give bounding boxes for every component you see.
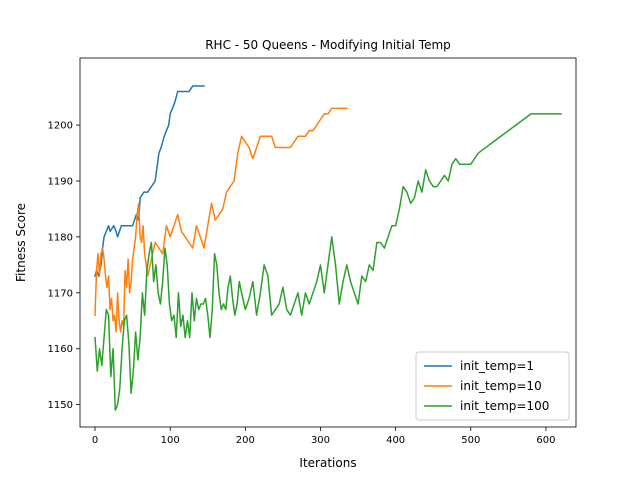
legend-label: init_temp=100 [460, 399, 549, 413]
y-tick-label: 1170 [48, 288, 73, 299]
x-tick-label: 100 [161, 435, 180, 446]
series-line-1 [94, 85, 205, 277]
series-line-2 [94, 107, 348, 333]
series-line-3 [94, 113, 562, 411]
x-axis-label: Iterations [299, 456, 356, 470]
y-tick-label: 1200 [48, 121, 73, 132]
y-axis: 1150 1160 1170 1180 1190 1200 [48, 121, 80, 411]
y-tick-label: 1180 [48, 232, 73, 243]
legend-label: init_temp=1 [460, 359, 534, 373]
x-tick-label: 500 [461, 435, 480, 446]
y-tick-label: 1190 [48, 177, 73, 188]
y-tick-label: 1150 [48, 400, 73, 411]
plot-frame [79, 57, 577, 428]
x-tick-label: 0 [92, 435, 98, 446]
x-axis: 0 100 200 300 400 500 600 [92, 427, 555, 446]
x-tick-label: 600 [536, 435, 555, 446]
series-layer [94, 85, 562, 411]
legend-label: init_temp=10 [460, 379, 542, 393]
y-axis-label: Fitness Score [14, 203, 28, 282]
chart-title: RHC - 50 Queens - Modifying Initial Temp [205, 38, 451, 52]
legend-frame [415, 351, 570, 421]
x-tick-label: 200 [236, 435, 255, 446]
x-tick-label: 400 [386, 435, 405, 446]
legend: init_temp=1 init_temp=10 init_temp=100 [415, 351, 570, 421]
y-tick-label: 1160 [48, 344, 73, 355]
x-tick-label: 300 [311, 435, 330, 446]
